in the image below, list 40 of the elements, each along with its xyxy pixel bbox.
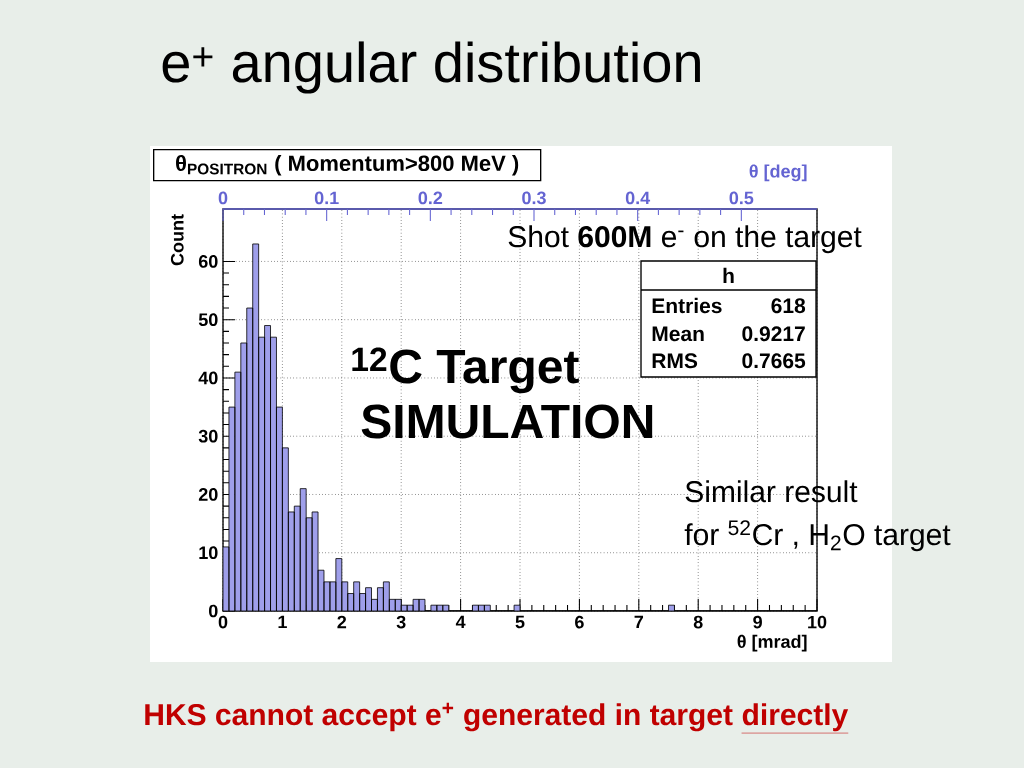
x-axis-title: θ [mrad] (737, 634, 807, 652)
x-tick-label: 6 (575, 615, 584, 629)
x-tick-label: 5 (515, 615, 525, 629)
x-tick-label: 1 (278, 615, 287, 629)
x2-tick-label: 0 (218, 191, 228, 205)
x2-axis-title: θ [deg] (749, 164, 807, 182)
x2-tick-label: 0.5 (729, 191, 754, 205)
text: directly (742, 703, 849, 732)
x-tick-label: 9 (753, 615, 762, 629)
y-tick-label: 30 (198, 429, 218, 443)
y-tick-label: 40 (198, 371, 218, 385)
text: HKS cannot accept e$^{+}$ generated in target (145, 702, 733, 732)
x-tick-label: 4 (455, 615, 466, 629)
y-tick-label: 20 (198, 488, 218, 501)
annotation: RMS (652, 353, 698, 369)
annotation: 0.9217 (742, 326, 805, 342)
annotation: 0.7665 (742, 353, 806, 369)
x-tick-label: 2 (337, 615, 347, 629)
annotation: h (723, 267, 734, 283)
y-tick-label: 0 (208, 604, 218, 618)
x-tick-label: 3 (396, 615, 406, 629)
annotation: 618 (771, 298, 806, 314)
x-tick-label: 7 (634, 615, 644, 629)
x2-tick-label: 0.1 (314, 191, 339, 205)
y-tick-label: 60 (198, 255, 218, 268)
annotation: SIMULATION (361, 404, 653, 439)
y-tick-label: 50 (198, 313, 218, 327)
y-axis-title: Count (170, 214, 184, 266)
x-tick-label: 8 (693, 615, 703, 629)
annotation: Entries (652, 297, 722, 314)
x-tick-label: 0 (218, 615, 228, 629)
annotation: $^{12}$C Target (352, 347, 579, 394)
x2-tick-label: 0.2 (418, 191, 443, 205)
x2-tick-label: 0.4 (625, 191, 651, 205)
chart-subtitle: θ$_{POSITRON}$ ( Momentum>800 MeV ) (176, 154, 519, 176)
y-tick-label: 10 (199, 546, 218, 560)
annotation: Mean (652, 326, 704, 342)
x-tick-label: 10 (808, 615, 827, 629)
x2-tick-label: 0.3 (522, 191, 546, 205)
chart-title: e$^{+}$ angular distribution (162, 41, 700, 94)
